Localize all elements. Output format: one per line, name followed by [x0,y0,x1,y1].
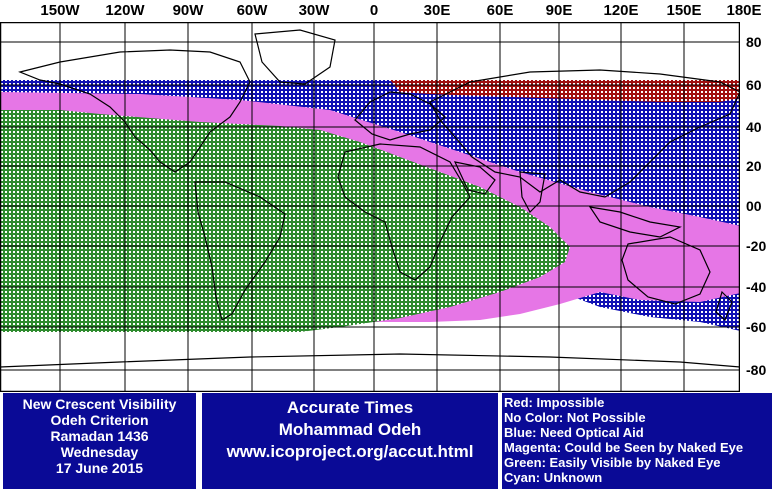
world-visibility-map [0,22,740,392]
legend-panel: Red: Impossible No Color: Not Possible B… [502,393,772,489]
map-frame [0,22,740,392]
lon-label-120e: 120E [603,2,639,19]
credit-panel: Accurate Times Mohammad Odeh www.icoproj… [202,393,498,489]
lat-label-40: 40 [746,119,762,135]
latitude-axis-labels: 80 60 40 20 00 -20 -40 -60 -80 [740,0,774,392]
lon-label-30e: 30E [423,2,451,19]
lat-label-60: 60 [746,77,762,93]
australia-outline [621,236,711,305]
legend-line: Red: Impossible [504,395,605,410]
africa-outline [337,143,471,281]
title-panel: New Crescent Visibility Odeh Criterion R… [3,393,196,489]
lon-label-90e: 90E [545,2,573,19]
legend-line: Cyan: Unknown [504,470,603,485]
south-america-outline [194,181,286,321]
title-line: New Crescent Visibility [22,396,177,412]
graticule-lines [0,22,740,392]
lon-label-120w: 120W [105,2,145,19]
legend-line: Green: Easily Visible by Naked Eye [504,455,721,470]
title-line: Ramadan 1436 [50,428,149,444]
lat-label-minus-60: -60 [746,319,767,335]
india-outline [519,171,546,213]
lon-label-90w: 90W [172,2,204,19]
europe-outline [354,91,446,141]
southeast-asia-islands-outline [588,206,682,238]
lat-label-20: 20 [746,158,762,174]
lon-label-30w: 30W [298,2,330,19]
title-line: 17 June 2015 [55,460,144,476]
credit-line: Mohammad Odeh [278,420,422,439]
lon-label-150e: 150E [666,2,702,19]
lat-label-minus-80: -80 [746,362,767,378]
lon-label-60e: 60E [486,2,514,19]
lon-label-180e: 180E [726,2,762,19]
lat-label-80: 80 [746,34,762,50]
legend-line: No Color: Not Possible [504,410,646,425]
longitude-axis-labels: 150W 120W 90W 60W 30W 0 30E 60E 90E 120E… [0,0,774,22]
lat-label-minus-40: -40 [746,279,767,295]
credit-line: Accurate Times [286,398,414,417]
lon-label-60w: 60W [236,2,268,19]
asia-outline [429,69,740,198]
title-line: Odeh Criterion [50,412,149,428]
new-zealand-outline [715,290,733,322]
antarctica-outline [0,353,740,368]
lon-label-0: 0 [369,2,379,19]
title-line: Wednesday [60,444,139,460]
land-outlines [0,29,740,368]
info-panels: New Crescent Visibility Odeh Criterion R… [0,393,774,489]
legend-line: Blue: Need Optical Aid [504,425,644,440]
legend-line: Magenta: Could be Seen by Naked Eye [504,440,744,455]
north-america-outline [18,49,251,173]
greenland-outline [254,29,336,85]
lat-label-00: 00 [746,198,762,214]
lat-label-minus-20: -20 [746,238,767,254]
credit-url[interactable]: www.icoproject.org/accut.html [226,442,474,461]
lon-label-150w: 150W [40,2,80,19]
